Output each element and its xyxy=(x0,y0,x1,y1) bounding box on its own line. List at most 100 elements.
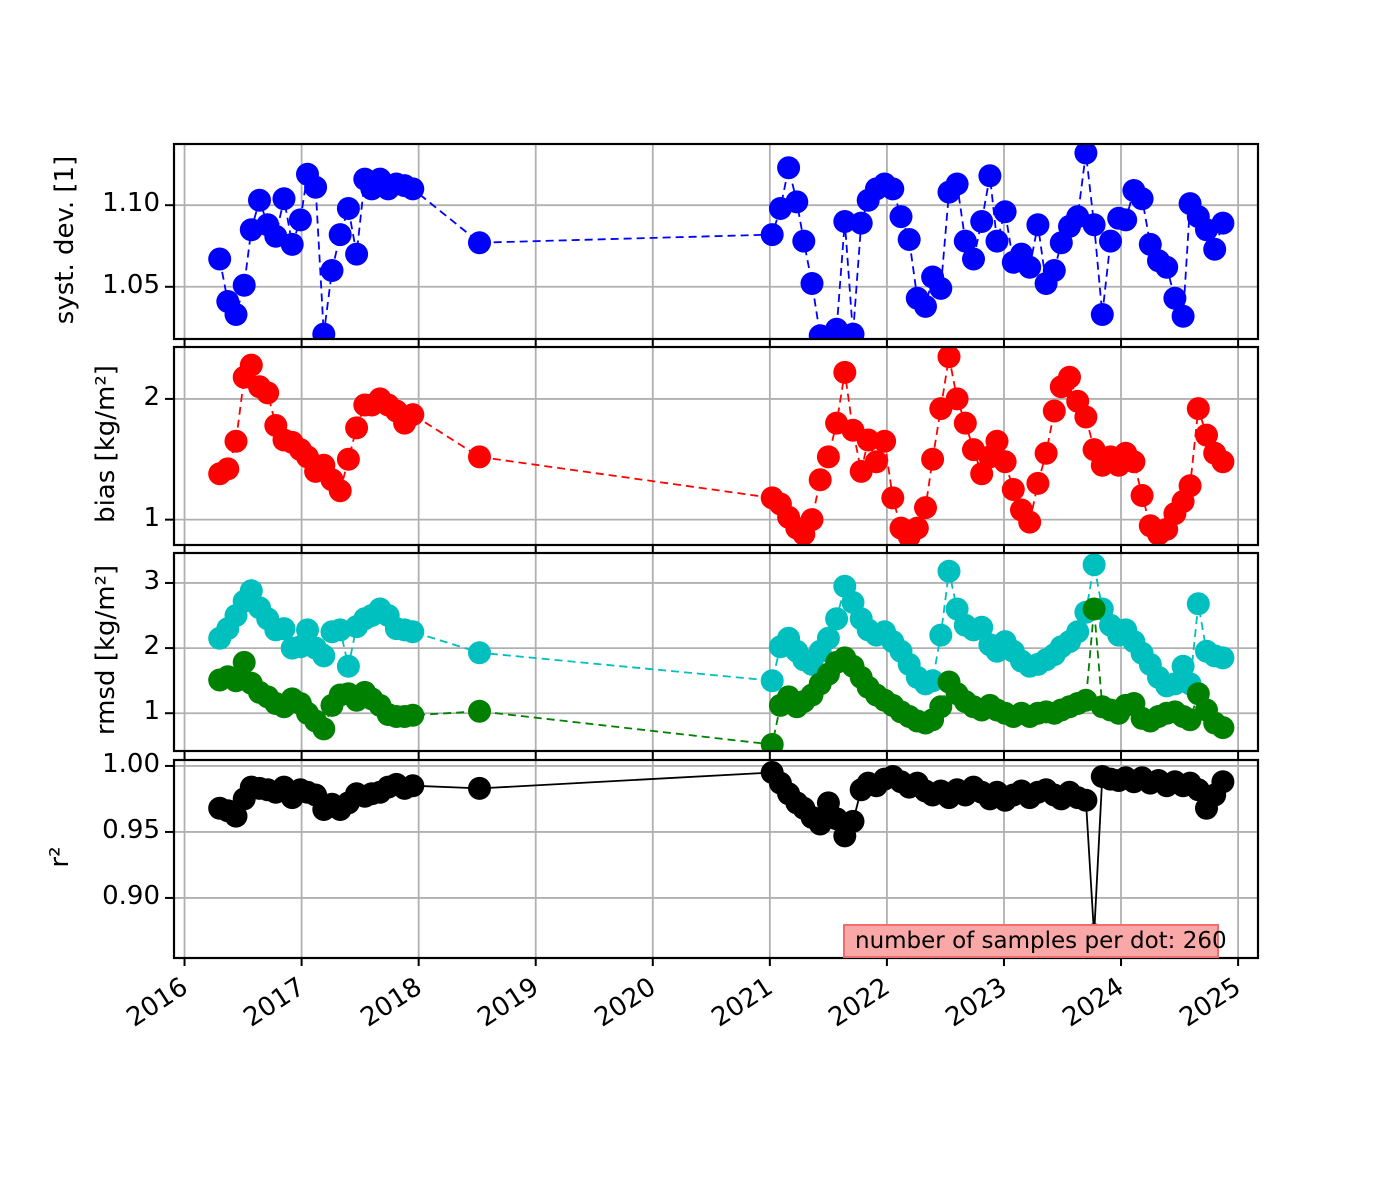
data-point-cyan xyxy=(921,669,945,693)
data-point-blue xyxy=(777,156,801,180)
data-point-red xyxy=(1130,484,1154,507)
data-point-blue xyxy=(1074,144,1098,165)
data-point-blue xyxy=(945,172,969,196)
data-point-blue xyxy=(792,229,816,253)
data-point-red xyxy=(336,447,360,471)
data-point-cyan xyxy=(816,626,840,650)
panel-frame xyxy=(172,551,1260,753)
data-point-blue xyxy=(953,229,977,253)
data-point-cyan xyxy=(825,607,849,631)
data-point-blue xyxy=(248,188,271,212)
data-point-red xyxy=(864,450,888,474)
data-point-red xyxy=(328,479,352,503)
data-point-red xyxy=(256,381,280,405)
data-point-red xyxy=(401,403,425,427)
y-tick-label: 2 xyxy=(143,381,160,412)
data-point-blue xyxy=(345,242,369,266)
data-point-green xyxy=(312,717,336,741)
data-point-black xyxy=(401,774,425,798)
data-point-black xyxy=(468,776,491,800)
data-point-black xyxy=(1074,788,1098,812)
data-point-blue xyxy=(1026,213,1050,237)
data-point-red xyxy=(1211,450,1235,474)
y-tick-label: 1.00 xyxy=(102,748,160,779)
data-point-blue xyxy=(1042,259,1066,282)
data-point-blue xyxy=(1099,229,1122,253)
data-point-red xyxy=(945,387,969,411)
y-tick-label: 3 xyxy=(143,565,160,596)
data-point-green xyxy=(760,733,784,751)
data-point-cyan xyxy=(970,615,994,639)
data-point-green xyxy=(1211,716,1235,740)
data-point-blue xyxy=(881,177,905,201)
data-point-green xyxy=(929,695,953,719)
y-tick-label: 1 xyxy=(143,696,160,727)
data-point-red xyxy=(881,486,905,510)
y-tick-label: 2 xyxy=(143,631,160,662)
data-point-black xyxy=(224,804,248,828)
y-axis-label-systdev: syst. dev. [1] xyxy=(50,155,80,324)
data-point-red xyxy=(937,347,961,369)
data-point-blue xyxy=(336,197,360,220)
data-point-red xyxy=(1195,423,1218,447)
data-point-blue xyxy=(1155,255,1179,279)
data-point-cyan xyxy=(929,623,953,647)
data-point-green xyxy=(468,699,491,723)
data-point-red xyxy=(345,416,369,440)
data-point-red xyxy=(914,496,937,520)
data-point-red xyxy=(1026,471,1050,495)
data-point-cyan xyxy=(1082,553,1106,577)
data-point-blue xyxy=(401,177,425,201)
y-axis-label-r2: r² xyxy=(45,846,75,868)
panel-frame xyxy=(172,758,1260,960)
data-point-red xyxy=(856,428,880,452)
data-point-blue xyxy=(1163,286,1187,310)
data-point-blue xyxy=(962,247,985,271)
data-point-cyan xyxy=(1211,646,1235,670)
data-point-blue xyxy=(272,187,296,211)
data-point-black xyxy=(841,809,865,833)
data-point-blue xyxy=(304,175,328,199)
data-point-blue xyxy=(760,223,784,247)
data-point-red xyxy=(1186,397,1210,421)
data-point-blue xyxy=(849,211,873,235)
panel-frame xyxy=(172,345,1260,547)
data-point-red xyxy=(468,445,491,469)
data-point-blue xyxy=(208,247,232,271)
data-point-red xyxy=(873,429,897,453)
y-tick-label: 1.05 xyxy=(102,269,160,300)
data-point-blue xyxy=(970,210,994,233)
data-point-green xyxy=(401,703,425,727)
data-point-red xyxy=(833,360,857,384)
data-point-blue xyxy=(914,294,937,318)
data-point-blue xyxy=(841,322,865,339)
data-point-blue xyxy=(800,272,824,295)
data-point-red xyxy=(1178,474,1202,498)
data-point-red xyxy=(993,450,1017,474)
data-point-red xyxy=(1122,450,1146,474)
panel-2-area xyxy=(174,553,1258,751)
data-point-blue xyxy=(232,273,256,297)
data-point-blue xyxy=(993,200,1017,224)
panel-0-area xyxy=(174,144,1258,339)
data-point-red xyxy=(239,353,263,377)
y-tick-label: 1.10 xyxy=(102,188,160,219)
data-point-cyan xyxy=(296,618,319,642)
data-point-blue xyxy=(889,205,913,229)
y-tick-label: 1 xyxy=(143,502,160,533)
data-point-red xyxy=(216,457,240,481)
data-point-cyan xyxy=(336,654,360,678)
data-point-red xyxy=(1034,441,1058,465)
data-point-cyan xyxy=(1186,592,1210,616)
data-point-blue xyxy=(897,228,921,251)
data-point-cyan xyxy=(468,641,491,665)
data-point-blue xyxy=(1203,237,1227,261)
data-point-blue xyxy=(1082,213,1106,237)
data-point-blue xyxy=(328,223,352,247)
data-point-blue xyxy=(785,190,809,214)
data-point-blue xyxy=(224,303,248,326)
data-point-cyan xyxy=(1171,654,1195,678)
data-point-blue xyxy=(1090,303,1114,326)
panel-1-area xyxy=(174,347,1258,545)
